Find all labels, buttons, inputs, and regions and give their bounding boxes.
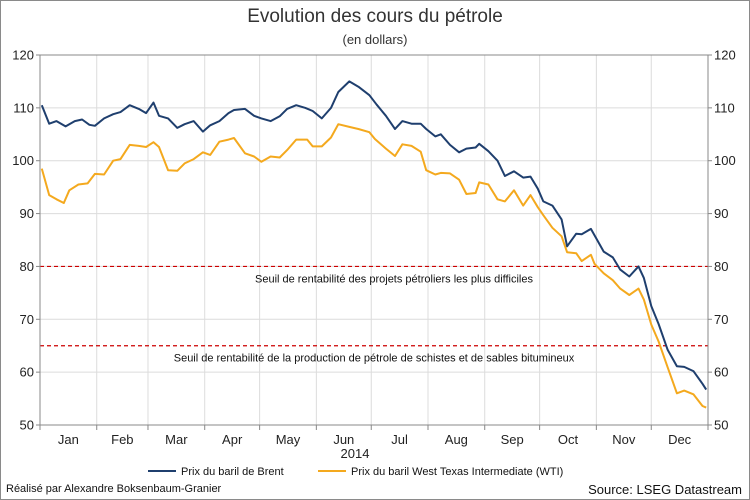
series-line-brent — [40, 80, 708, 391]
y-tick-label-right: 70 — [714, 312, 728, 327]
source-text: Source: LSEG Datastream — [588, 482, 742, 497]
x-tick-label: Jan — [58, 432, 79, 447]
x-tick-label: Jun — [333, 432, 354, 447]
x-tick-label: Dec — [668, 432, 692, 447]
series-lines — [40, 80, 708, 409]
credit-text: Réalisé par Alexandre Boksenbaum-Granier — [6, 483, 222, 495]
x-tick-label: Nov — [612, 432, 636, 447]
x-tick-label: May — [276, 432, 301, 447]
y-tick-label-right: 60 — [714, 365, 728, 380]
y-tick-label-right: 110 — [714, 100, 735, 115]
x-axis: Jan Feb Mar Apr May Jun Jul Aug Sep Oct Nov Dec — [39, 425, 709, 447]
y-tick-label-right: 50 — [714, 418, 728, 433]
legend-label-brent: Prix du baril de Brent — [181, 466, 284, 478]
chart-subtitle: (en dollars) — [342, 32, 407, 47]
y-axis-left: 50 60 70 80 90 100 110 120 — [12, 48, 40, 433]
x-tick-label: Oct — [558, 432, 579, 447]
y-tick-label-left: 80 — [20, 259, 34, 274]
reference-label: Seuil de rentabilité des projets pétroli… — [255, 273, 533, 285]
x-tick-label: Apr — [222, 432, 243, 447]
x-tick-label: Sep — [501, 432, 524, 447]
y-tick-label-right: 120 — [714, 48, 736, 63]
reference-label: Seuil de rentabilité de la production de… — [174, 353, 575, 365]
y-tick-label-left: 90 — [20, 206, 34, 221]
x-axis-year-label: 2014 — [341, 446, 370, 461]
plot-frame — [39, 54, 709, 426]
series-line-wti — [40, 123, 707, 409]
grid — [40, 55, 708, 425]
x-tick-label: Aug — [445, 432, 468, 447]
y-tick-label-left: 100 — [12, 153, 34, 168]
y-tick-label-right: 90 — [714, 206, 728, 221]
x-tick-label: Feb — [111, 432, 133, 447]
y-tick-label-right: 100 — [714, 153, 736, 168]
x-tick-label: Mar — [165, 432, 188, 447]
chart-title: Evolution des cours du pétrole — [247, 6, 503, 27]
y-tick-label-left: 120 — [12, 48, 34, 63]
y-tick-label-right: 80 — [714, 259, 728, 274]
x-tick-label: Jul — [391, 432, 408, 447]
y-axis-right: 50 60 70 80 90 100 110 120 — [708, 48, 736, 433]
y-tick-label-left: 110 — [13, 100, 34, 115]
y-tick-label-left: 60 — [20, 365, 34, 380]
y-tick-label-left: 50 — [20, 418, 34, 433]
y-tick-label-left: 70 — [20, 312, 34, 327]
legend: Prix du baril de Brent Prix du baril Wes… — [148, 466, 563, 478]
legend-label-wti: Prix du baril West Texas Intermediate (W… — [351, 466, 563, 478]
